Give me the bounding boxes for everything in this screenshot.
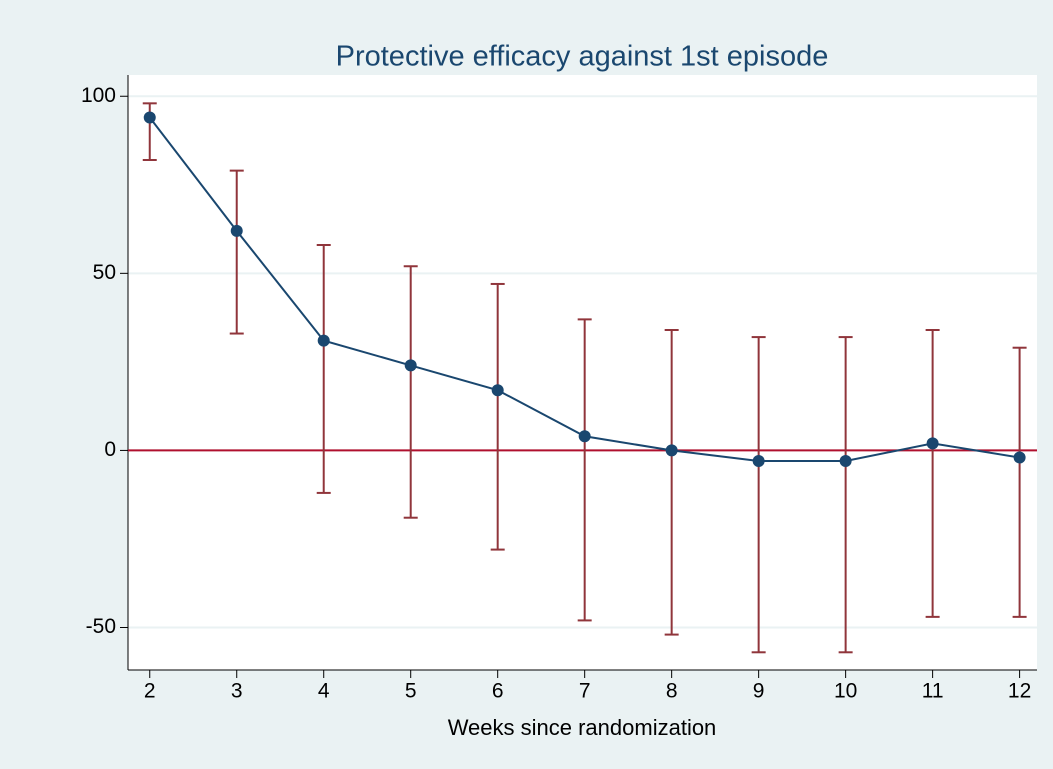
y-tick-label: -50 (86, 615, 116, 638)
x-tick-label: 8 (666, 680, 678, 703)
x-tick-label: 3 (231, 680, 243, 703)
y-tick-label: 50 (93, 261, 116, 284)
data-point (578, 430, 591, 443)
data-point (1013, 451, 1026, 464)
data-point (491, 384, 504, 397)
x-tick-label: 10 (834, 680, 857, 703)
data-point (839, 455, 852, 468)
data-point (317, 334, 330, 347)
x-tick-label: 11 (922, 680, 944, 703)
data-point (143, 111, 156, 124)
x-tick-label: 7 (579, 680, 591, 703)
x-tick-label: 5 (405, 680, 417, 703)
data-point (926, 437, 939, 450)
data-point (752, 455, 765, 468)
data-point (665, 444, 678, 457)
x-tick-label: 2 (144, 680, 156, 703)
data-point (404, 359, 417, 372)
x-tick-label: 9 (753, 680, 765, 703)
data-point (230, 224, 243, 237)
y-tick-label: 0 (104, 438, 116, 461)
plot-area (128, 75, 1037, 670)
x-tick-label: 6 (492, 680, 504, 703)
x-tick-label: 4 (318, 680, 330, 703)
chart-title: Protective efficacy against 1st episode (336, 41, 829, 73)
x-tick-label: 12 (1008, 680, 1031, 703)
y-tick-label: 100 (81, 84, 116, 107)
x-axis-label: Weeks since randomization (448, 715, 717, 740)
